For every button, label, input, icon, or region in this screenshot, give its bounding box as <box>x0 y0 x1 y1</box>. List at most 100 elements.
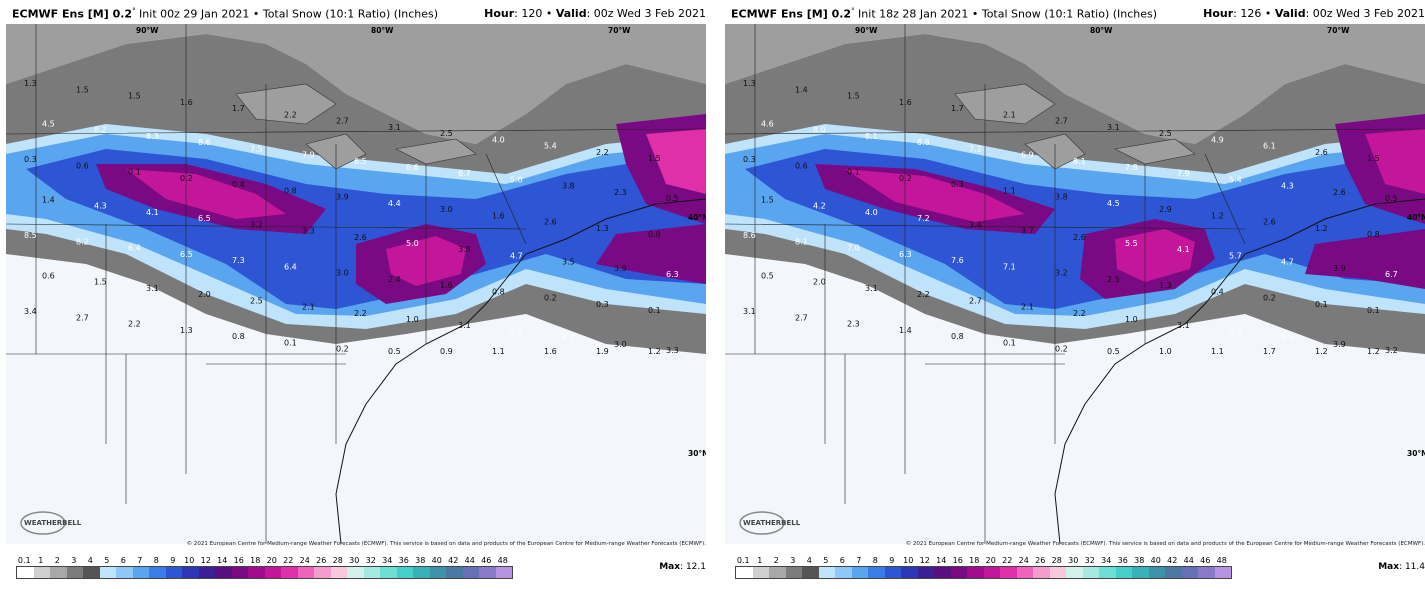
legend-bar <box>735 566 1232 579</box>
snow-value-label: 5.4 <box>1229 175 1242 184</box>
lon-label-80w: 80°W <box>371 26 394 35</box>
snow-value-label: 1.2 <box>1211 211 1224 220</box>
legend-tick-label: 10 <box>903 556 914 565</box>
legend-swatch <box>1016 567 1033 578</box>
legend-swatch <box>330 567 347 578</box>
snow-value-label: 2.6 <box>354 233 367 242</box>
legend-tick-label: 16 <box>233 556 244 565</box>
snow-value-label: 7.6 <box>951 256 964 265</box>
legend-swatch <box>429 567 446 578</box>
legend-swatch <box>446 567 463 578</box>
snow-value-label: 0.8 <box>232 332 245 341</box>
snow-value-label: 0.1 <box>284 338 297 347</box>
color-legend: 0.1 1 2 3 4 5 6 7 8 9 10 12 14 16 18 20 22 24 26 28 30 32 34 36… <box>735 556 1235 579</box>
snow-value-label: 3.9 <box>336 193 349 202</box>
snow-value-label: 3.3 <box>302 227 315 236</box>
snow-value-label: 1.6 <box>180 98 193 107</box>
legend-tick-label: 36 <box>1117 556 1128 565</box>
snow-value-label: 1.6 <box>440 281 453 290</box>
snow-value-label: 2.5 <box>1159 129 1172 138</box>
snow-value-label: 0.4 <box>232 180 245 189</box>
legend-bar <box>16 566 513 579</box>
legend-tick-label: 4 <box>87 556 93 565</box>
snow-value-label: 2.0 <box>198 290 211 299</box>
copyright-notice: © 2021 European Centre for Medium-range … <box>905 541 1425 547</box>
snow-value-label: 4.7 <box>510 251 523 260</box>
snow-value-label: 7.3 <box>232 256 245 265</box>
legend-swatch <box>1132 567 1149 578</box>
snow-value-label: 0.2 <box>1055 345 1068 354</box>
snow-value-label: 0.2 <box>544 294 557 303</box>
snow-value-label: 2.7 <box>795 313 808 322</box>
snow-value-label: 7.2 <box>969 144 982 153</box>
snow-value-label: 3.0 <box>336 269 349 278</box>
snow-value-label: 2.9 <box>1159 205 1172 214</box>
legend-tick-label: 8 <box>153 556 159 565</box>
legend-swatch <box>983 567 1000 578</box>
snow-value-label: 2.2 <box>917 290 930 299</box>
snow-value-label: 2.1 <box>302 303 315 312</box>
legend-swatch <box>1033 567 1050 578</box>
snow-value-label: 2.5 <box>1107 275 1120 284</box>
snow-value-label: 2.6 <box>544 218 557 227</box>
snow-value-label: 8.0 <box>813 126 826 135</box>
snow-value-label: 0.1 <box>1003 338 1016 347</box>
legend-swatch <box>165 567 182 578</box>
snow-value-label: 7.9 <box>1177 169 1190 178</box>
snow-value-label: 4.6 <box>761 119 774 128</box>
legend-swatch <box>396 567 413 578</box>
legend-swatch <box>116 567 133 578</box>
max-label: Max <box>659 562 681 572</box>
snow-value-label: 1.6 <box>492 211 505 220</box>
legend-tick-label: 18 <box>250 556 261 565</box>
snow-value-label: 2.6 <box>1263 218 1276 227</box>
legend-swatch <box>479 567 496 578</box>
legend-swatch <box>462 567 479 578</box>
snow-value-label: 6.4 <box>284 262 297 271</box>
snow-value-label: 1.5 <box>761 195 774 204</box>
legend-swatch <box>99 567 116 578</box>
snow-value-label: 7.9 <box>302 151 315 160</box>
legend-tick-label: 20 <box>985 556 996 565</box>
left-map-panel: ECMWF Ens [M] 0.2° Init 00z 29 Jan 2021 … <box>6 0 712 589</box>
legend-tick-label: 46 <box>481 556 492 565</box>
legend-tick-label: 48 <box>497 556 508 565</box>
lat-label-30n: 30°N <box>1407 449 1425 458</box>
legend-ticks: 0.1 1 2 3 4 5 6 7 8 9 10 12 14 16 18 20 22 24 26 28 30 32 34 36… <box>735 556 1235 565</box>
snow-value-label: 0.5 <box>1107 347 1120 356</box>
legend-swatch <box>967 567 984 578</box>
value-labels: 1.3 1.5 1.5 1.6 1.7 2.2 2.7 3.1 2.5 4.0 5.4 2.2 1.5 4… <box>24 79 679 356</box>
lon-label-80w: 80°W <box>1090 26 1113 35</box>
snow-value-label: 0.8 <box>951 332 964 341</box>
legend-tick-label: 5 <box>104 556 110 565</box>
snow-value-label: 3.1 <box>1107 123 1120 132</box>
snow-value-label: 0.1 <box>128 168 141 177</box>
legend-tick-label: 6 <box>839 556 845 565</box>
snow-value-label: 3.0 <box>614 340 627 349</box>
hour-label: Hour <box>1203 7 1234 20</box>
title-bar: ECMWF Ens [M] 0.2° Init 18z 28 Jan 2021 … <box>725 0 1425 24</box>
snow-value-label: 1.3 <box>180 326 193 335</box>
legend-tick-label: 36 <box>398 556 409 565</box>
snow-value-label: 2.2 <box>596 148 609 157</box>
snow-value-label: 4.0 <box>492 135 505 144</box>
legend-tick-label: 38 <box>415 556 426 565</box>
legend-swatch <box>33 567 50 578</box>
legend-tick-label: 2 <box>773 556 779 565</box>
legend-tick-label: 10 <box>184 556 195 565</box>
snow-value-label: 1.3 <box>743 79 756 88</box>
snow-value-label: 1.7 <box>1263 347 1276 356</box>
max-value: : 12.1 <box>680 562 706 572</box>
legend-tick-label: 30 <box>1068 556 1079 565</box>
snow-value-label: 8.1 <box>1073 157 1086 166</box>
legend-swatch <box>884 567 901 578</box>
snowfall-map: 80°W 70°W 90°W 40°N 30°N 1.3 1.5 1.5 1.6 1.7… <box>6 24 706 544</box>
legend-swatch <box>1099 567 1116 578</box>
weatherbell-logo <box>739 511 785 535</box>
snow-value-label: 1.3 <box>1159 281 1172 290</box>
bullet: • <box>968 7 982 21</box>
snow-value-label: 0.8 <box>648 230 661 239</box>
snow-value-label: 0.1 <box>847 168 860 177</box>
snow-value-label: 4.9 <box>1211 135 1224 144</box>
legend-swatch <box>934 567 951 578</box>
